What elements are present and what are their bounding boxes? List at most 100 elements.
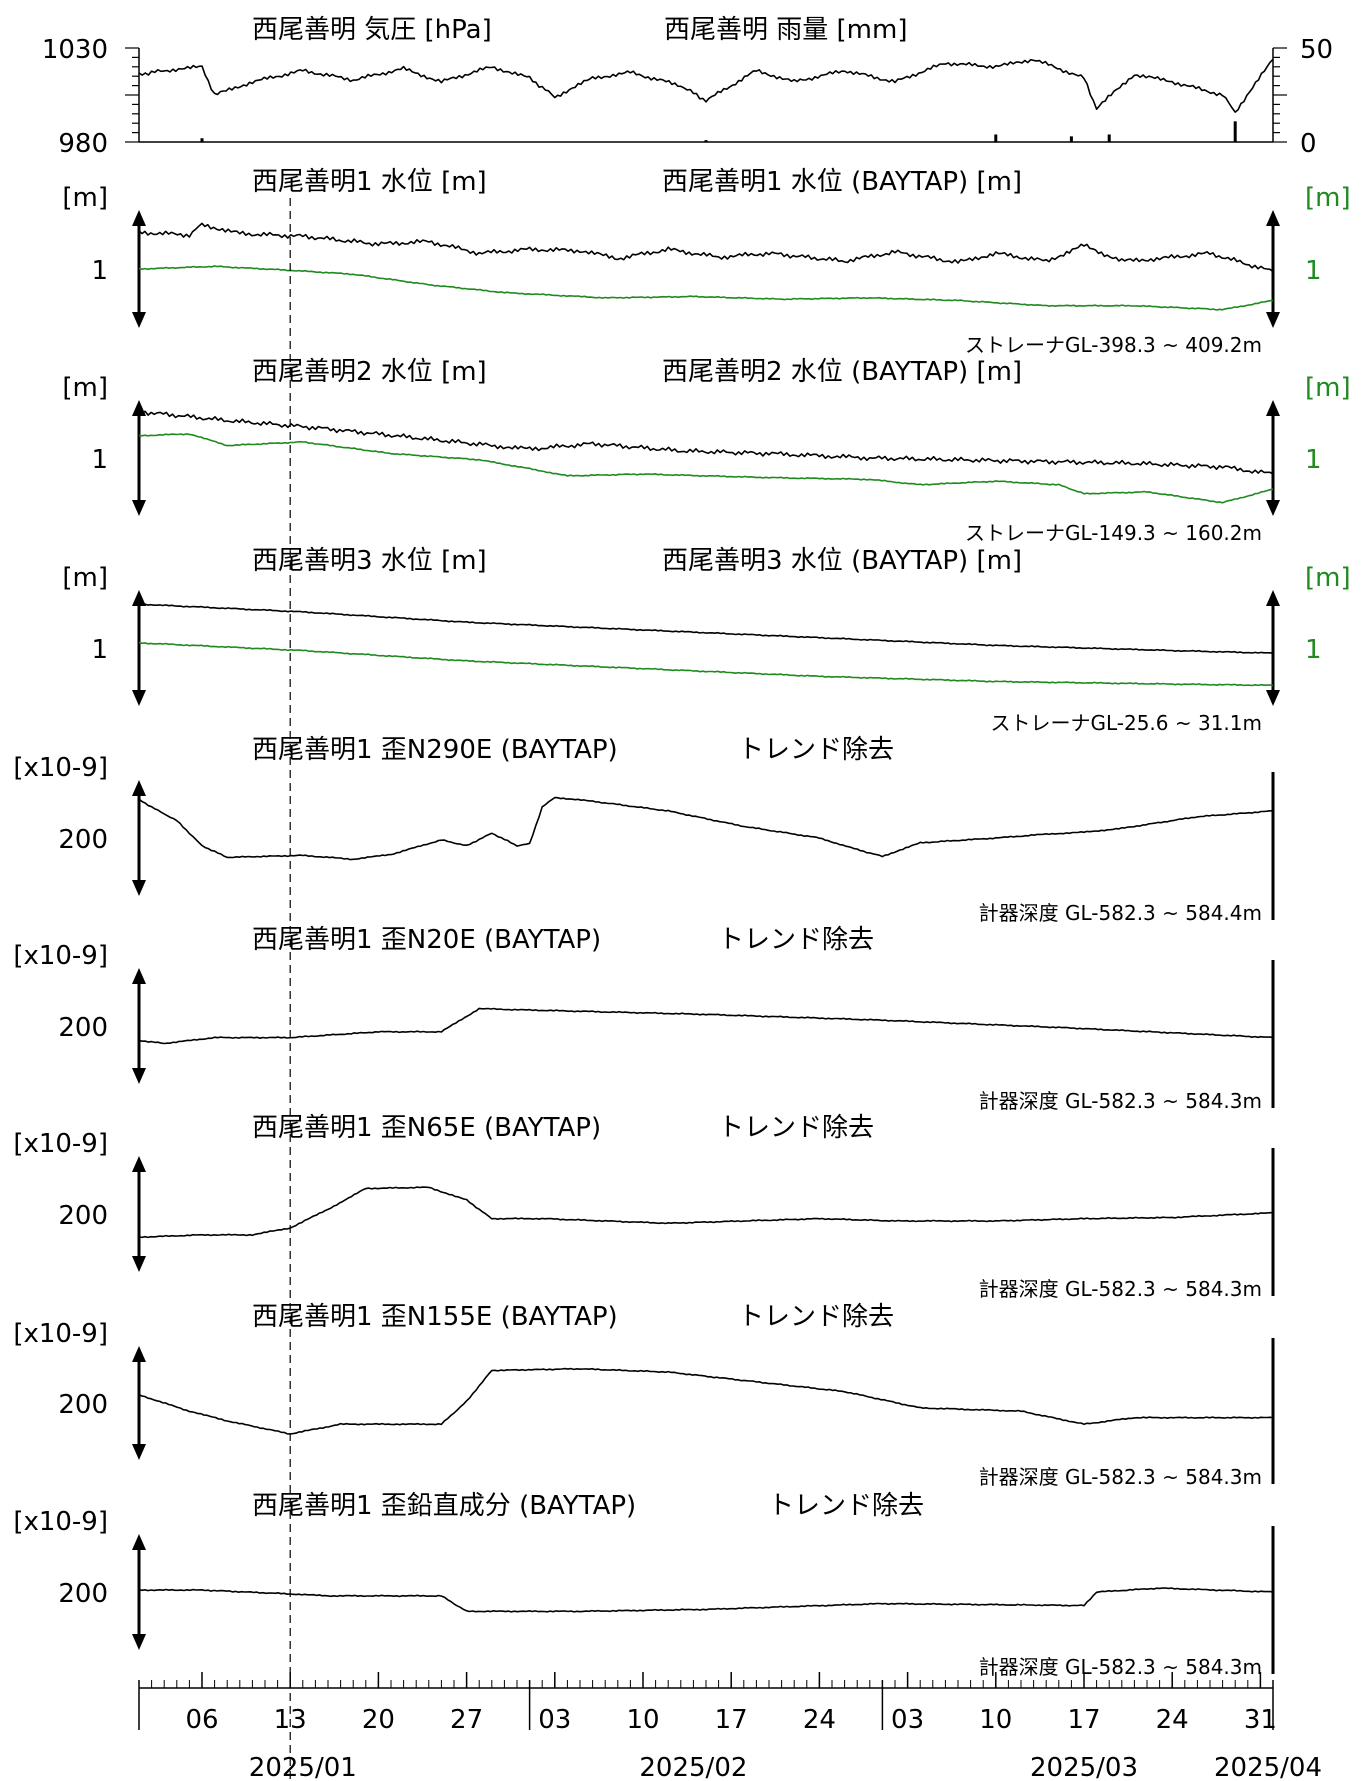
month-label: 2025/03: [1030, 1753, 1138, 1781]
panel-3-left-arrow-head-up: [132, 400, 146, 416]
panel-9-note: 計器深度 GL-582.3 ~ 584.3m: [979, 1655, 1262, 1679]
panel-2-series-2: [138, 265, 1274, 311]
panel-9-left-unit: [x10-9]: [13, 1507, 108, 1537]
day-tick-label: 10: [979, 1705, 1012, 1735]
panel-7-left-unit: [x10-9]: [13, 1129, 108, 1159]
month-label: 2025/01: [249, 1753, 357, 1781]
day-tick-label: 17: [715, 1705, 748, 1735]
panel-9-series-1: [138, 1587, 1274, 1613]
pressure-series: [138, 58, 1274, 113]
panel-5-title: 西尾善明1 歪N290E (BAYTAP): [252, 735, 618, 765]
month-label: 2025/04: [1214, 1753, 1322, 1781]
panel-8-left-unit: [x10-9]: [13, 1319, 108, 1349]
panel-6-left-tick-label: 200: [58, 1013, 108, 1043]
panel-9-title: 西尾善明1 歪鉛直成分 (BAYTAP): [252, 1491, 636, 1521]
day-tick-label: 27: [450, 1705, 483, 1735]
panel-4-note: ストレーナGL-25.6 ~ 31.1m: [990, 711, 1262, 735]
day-tick-label: 03: [538, 1705, 571, 1735]
panel-2-right-arrow-head-down: [1266, 312, 1280, 328]
panel-5-left-unit: [x10-9]: [13, 753, 108, 783]
pressure-tick-label: 1030: [42, 35, 108, 65]
panel-4-series-1: [138, 603, 1274, 654]
panel-4-left-unit: [m]: [62, 563, 108, 593]
day-tick-label: 06: [185, 1705, 218, 1735]
panel-7-subtitle: トレンド除去: [718, 1113, 874, 1143]
panel-7-title: 西尾善明1 歪N65E (BAYTAP): [252, 1113, 601, 1143]
panel-4-right-arrow-head-down: [1266, 690, 1280, 706]
panel-9-subtitle: トレンド除去: [768, 1491, 924, 1521]
panel-2-right-unit: [m]: [1305, 183, 1351, 213]
panel-4-right-arrow-head-up: [1266, 590, 1280, 606]
panel-1-subtitle: 西尾善明 雨量 [mm]: [664, 15, 907, 45]
panel-8-left-tick-label: 200: [58, 1390, 108, 1420]
panel-4-left-arrow-head-up: [132, 590, 146, 606]
panel-8-left-arrow-head-up: [132, 1346, 146, 1362]
panel-7-note: 計器深度 GL-582.3 ~ 584.3m: [979, 1277, 1262, 1301]
panel-6-left-arrow-head-down: [132, 1068, 146, 1084]
panel-2-right-tick-label: 1: [1305, 256, 1322, 286]
panel-8-subtitle: トレンド除去: [738, 1302, 894, 1332]
panel-4-title: 西尾善明3 水位 [m]: [252, 546, 487, 576]
day-tick-label: 20: [362, 1705, 395, 1735]
panel-3-note: ストレーナGL-149.3 ~ 160.2m: [965, 521, 1262, 545]
rain-tick-label: 0: [1300, 129, 1317, 159]
panel-7-left-arrow-head-up: [132, 1156, 146, 1172]
panel-3-series-2: [138, 433, 1274, 504]
panel-6-series-1: [138, 1007, 1274, 1045]
panel-3-title: 西尾善明2 水位 [m]: [252, 357, 487, 387]
pressure-tick-label: 980: [58, 129, 108, 159]
panel-3-left-tick-label: 1: [91, 445, 108, 475]
panel-3-right-tick-label: 1: [1305, 445, 1322, 475]
panel-7-left-tick-label: 200: [58, 1201, 108, 1231]
panel-2-left-tick-label: 1: [91, 256, 108, 286]
panel-3-right-unit: [m]: [1305, 373, 1351, 403]
panel-6-title: 西尾善明1 歪N20E (BAYTAP): [252, 925, 601, 955]
panel-3-subtitle: 西尾善明2 水位 (BAYTAP) [m]: [662, 357, 1022, 387]
panel-8-left-arrow-head-down: [132, 1444, 146, 1460]
panel-4-left-tick-label: 1: [91, 635, 108, 665]
panel-7-series-1: [138, 1186, 1274, 1239]
panel-3-left-unit: [m]: [62, 373, 108, 403]
panel-2-left-arrow-head-down: [132, 312, 146, 328]
panel-1-title: 西尾善明 気圧 [hPa]: [252, 15, 492, 45]
panel-2-left-arrow-head-up: [132, 210, 146, 226]
panel-5-left-arrow-head-up: [132, 780, 146, 796]
panel-6-left-arrow-head-up: [132, 968, 146, 984]
day-tick-label: 03: [891, 1705, 924, 1735]
panel-3-left-arrow-head-down: [132, 500, 146, 516]
month-label: 2025/02: [639, 1753, 747, 1781]
panel-3-right-arrow-head-down: [1266, 500, 1280, 516]
panel-9-left-tick-label: 200: [58, 1579, 108, 1609]
panel-4-series-2: [138, 641, 1274, 687]
panel-8-series-1: [138, 1367, 1274, 1435]
panel-3-series-1: [138, 409, 1274, 475]
day-tick-label: 24: [803, 1705, 836, 1735]
day-tick-label: 24: [1156, 1705, 1189, 1735]
panel-8-title: 西尾善明1 歪N155E (BAYTAP): [252, 1302, 618, 1332]
day-tick-label: 17: [1067, 1705, 1100, 1735]
panel-9-left-arrow-head-down: [132, 1634, 146, 1650]
panel-4-left-arrow-head-down: [132, 690, 146, 706]
panel-4-right-tick-label: 1: [1305, 635, 1322, 665]
panel-4-right-unit: [m]: [1305, 563, 1351, 593]
day-tick-label: 13: [274, 1705, 307, 1735]
panel-7-left-arrow-head-down: [132, 1256, 146, 1272]
panel-8-note: 計器深度 GL-582.3 ~ 584.3m: [979, 1465, 1262, 1489]
rain-tick-label: 50: [1300, 35, 1333, 65]
day-tick-label: 31: [1244, 1705, 1277, 1735]
panel-6-left-unit: [x10-9]: [13, 941, 108, 971]
panel-5-series-1: [138, 796, 1274, 861]
panel-2-subtitle: 西尾善明1 水位 (BAYTAP) [m]: [662, 167, 1022, 197]
day-tick-label: 10: [626, 1705, 659, 1735]
panel-6-note: 計器深度 GL-582.3 ~ 584.3m: [979, 1089, 1262, 1113]
panel-6-subtitle: トレンド除去: [718, 925, 874, 955]
panel-9-left-arrow-head-up: [132, 1534, 146, 1550]
panel-3-right-arrow-head-up: [1266, 400, 1280, 416]
panel-2-left-unit: [m]: [62, 183, 108, 213]
panel-2-right-arrow-head-up: [1266, 210, 1280, 226]
panel-5-left-tick-label: 200: [58, 825, 108, 855]
panel-2-title: 西尾善明1 水位 [m]: [252, 167, 487, 197]
panel-4-subtitle: 西尾善明3 水位 (BAYTAP) [m]: [662, 546, 1022, 576]
panel-5-note: 計器深度 GL-582.3 ~ 584.4m: [979, 901, 1262, 925]
